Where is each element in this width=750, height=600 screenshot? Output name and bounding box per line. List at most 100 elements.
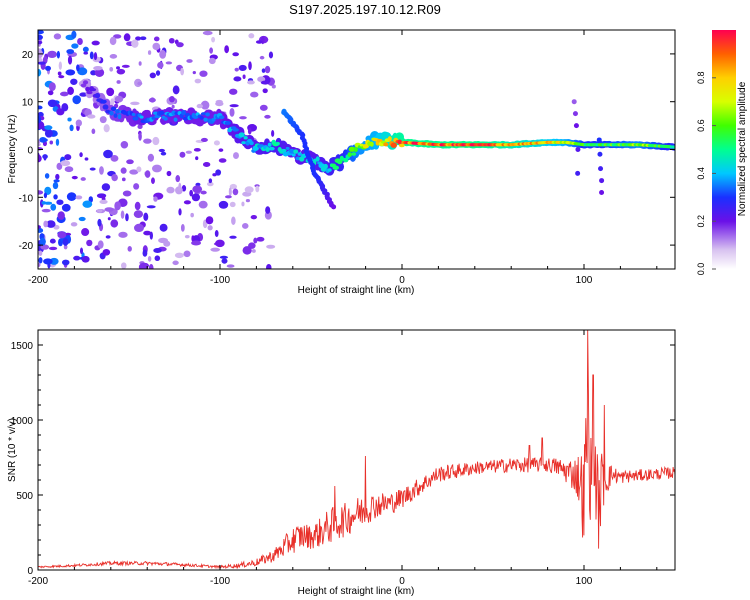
ridge-core — [249, 141, 254, 146]
noise-speckle — [262, 88, 268, 94]
noise-speckle — [79, 152, 83, 158]
noise-speckle — [224, 45, 230, 54]
ridge-core — [241, 141, 247, 145]
x-tick-label: 100 — [576, 275, 593, 286]
colorbar-tick-label: 0.0 — [696, 263, 706, 276]
noise-speckle — [93, 65, 103, 71]
ridge-core — [85, 86, 90, 92]
noise-speckle — [148, 97, 156, 103]
noise-speckle — [228, 187, 232, 196]
noise-speckle — [144, 170, 151, 178]
noise-speckle — [116, 68, 126, 75]
noise-speckle — [226, 264, 235, 268]
noise-speckle — [225, 195, 232, 199]
noise-speckle — [199, 70, 208, 77]
noise-speckle — [172, 260, 179, 266]
noise-speckle — [256, 236, 265, 242]
noise-speckle — [103, 149, 113, 159]
noise-speckle — [58, 61, 63, 70]
secondary-feature-blob — [575, 170, 581, 176]
noise-speckle — [126, 159, 134, 165]
ridge-core — [291, 153, 296, 157]
noise-speckle — [229, 108, 235, 117]
noise-speckle — [133, 183, 140, 190]
noise-speckle — [159, 49, 167, 59]
noise-speckle — [244, 186, 254, 194]
ridge-core — [347, 152, 353, 157]
noise-speckle — [239, 116, 247, 120]
secondary-feature-blob — [599, 190, 605, 196]
noise-speckle — [125, 213, 129, 222]
noise-speckle — [194, 78, 202, 84]
snr-frame — [37, 329, 676, 571]
noise-speckle — [49, 238, 56, 244]
ridge-core — [243, 135, 248, 140]
noise-speckle — [67, 117, 72, 122]
noise-speckle — [206, 181, 214, 187]
noise-speckle — [153, 248, 162, 253]
noise-speckle — [79, 92, 88, 97]
noise-speckle — [133, 210, 144, 218]
noise-speckle — [200, 137, 208, 142]
noise-speckle — [250, 91, 259, 98]
ridge-core — [268, 146, 275, 151]
noise-speckle — [193, 147, 201, 152]
y-tick-label: 1500 — [11, 341, 34, 352]
noise-speckle — [109, 54, 118, 59]
y-tick-label: 0 — [27, 146, 33, 157]
noise-speckle — [38, 34, 43, 40]
noise-speckle — [48, 246, 58, 251]
ridge-core — [387, 136, 392, 142]
noise-speckle — [136, 166, 142, 173]
noise-speckle — [251, 249, 256, 253]
noise-speckle — [38, 61, 46, 65]
noise-speckle — [178, 208, 182, 216]
noise-speckle — [229, 201, 236, 208]
noise-speckle — [265, 206, 271, 214]
x-tick-label: 100 — [576, 576, 593, 587]
noise-speckle — [198, 200, 208, 209]
noise-speckle — [123, 33, 131, 42]
noise-speckle — [61, 203, 71, 212]
noise-speckle — [99, 199, 108, 204]
noise-speckle — [91, 40, 100, 46]
ridge-core — [199, 115, 204, 120]
colorbar-tick-label: 0.4 — [696, 167, 706, 180]
noise-speckle — [229, 104, 239, 108]
noise-speckle — [44, 125, 53, 130]
noise-speckle — [38, 225, 42, 229]
y-tick-label: 10 — [22, 98, 34, 109]
noise-speckle — [58, 75, 65, 79]
noise-speckle — [180, 223, 185, 232]
ridge-core — [295, 156, 301, 161]
ridge-core — [110, 106, 117, 112]
ridge-core — [90, 88, 97, 92]
noise-speckle — [143, 138, 152, 144]
noise-speckle — [38, 250, 43, 256]
noise-speckle — [82, 200, 93, 208]
noise-speckle — [139, 36, 147, 41]
noise-speckle — [87, 114, 96, 119]
noise-speckle — [212, 173, 217, 177]
noise-speckle — [191, 240, 202, 246]
noise-speckle — [138, 61, 142, 66]
ridge-core — [288, 148, 295, 154]
ridge-core — [82, 80, 89, 85]
noise-speckle — [229, 235, 237, 239]
spectrogram-marks — [38, 30, 675, 269]
noise-speckle — [137, 81, 143, 86]
noise-speckle — [62, 238, 69, 246]
ridge-core — [151, 116, 156, 120]
spectrogram-ylabel: Frequency (Hz) — [7, 115, 18, 184]
noise-speckle — [271, 84, 276, 89]
colorbar — [712, 30, 736, 269]
noise-speckle — [158, 148, 165, 153]
ridge-core — [397, 139, 402, 145]
noise-speckle — [218, 158, 227, 163]
noise-speckle — [231, 216, 236, 225]
noise-speckle — [266, 244, 276, 249]
noise-speckle — [159, 223, 168, 232]
noise-speckle — [185, 150, 192, 154]
y-tick-label: 20 — [22, 50, 34, 61]
